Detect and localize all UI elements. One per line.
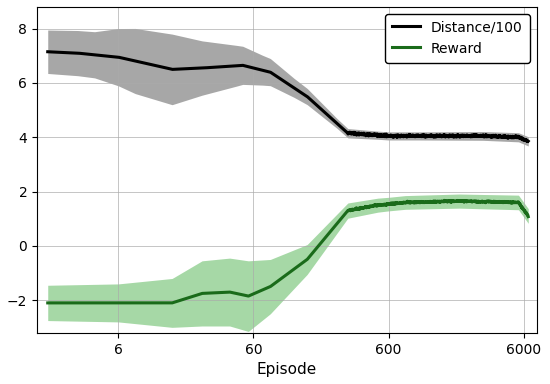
Line: Reward: Reward [48, 200, 528, 303]
Distance/100 [524, 139, 531, 144]
Distance/100 [423, 134, 430, 138]
Distance/100 [69, 51, 75, 55]
Reward [441, 198, 448, 203]
Distance/100 [45, 50, 51, 54]
Reward [69, 301, 75, 305]
Distance/100 [511, 135, 518, 139]
Reward [45, 301, 51, 305]
Reward [423, 200, 430, 205]
Reward [278, 276, 285, 281]
Reward [511, 200, 518, 205]
Reward [265, 285, 272, 290]
Distance/100 [511, 135, 518, 140]
Reward [512, 200, 518, 205]
Distance/100 [265, 70, 272, 74]
X-axis label: Episode: Episode [257, 362, 317, 377]
Distance/100 [525, 139, 531, 143]
Legend: Distance/100, Reward: Distance/100, Reward [385, 14, 530, 63]
Reward [525, 214, 531, 219]
Distance/100 [278, 77, 285, 82]
Line: Distance/100: Distance/100 [48, 52, 528, 141]
